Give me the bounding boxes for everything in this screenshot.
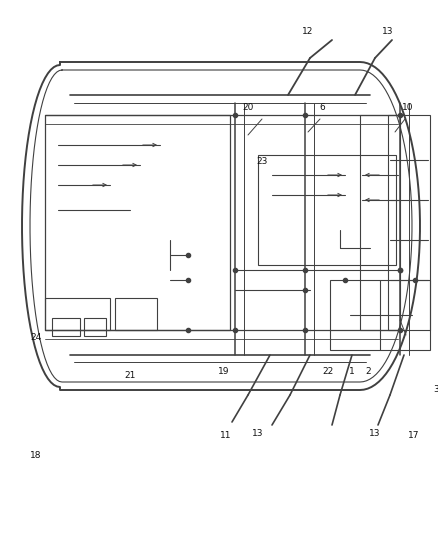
- Bar: [45, 115, 230, 330]
- Text: 6: 6: [319, 103, 325, 112]
- Text: 19: 19: [218, 367, 230, 376]
- Bar: [330, 280, 430, 350]
- Text: 17: 17: [408, 431, 420, 440]
- Bar: [388, 115, 430, 330]
- Bar: [52, 318, 80, 336]
- Text: 11: 11: [220, 431, 232, 440]
- Text: 22: 22: [322, 367, 334, 376]
- Text: 21: 21: [124, 370, 136, 379]
- Text: 23: 23: [256, 157, 268, 166]
- Text: 18: 18: [30, 450, 42, 459]
- Text: 3: 3: [433, 385, 438, 394]
- Text: 13: 13: [369, 429, 381, 438]
- Text: 1: 1: [349, 367, 355, 376]
- Text: 13: 13: [382, 28, 394, 36]
- Text: 13: 13: [252, 429, 264, 438]
- Bar: [45, 298, 110, 330]
- Text: 2: 2: [365, 367, 371, 376]
- Text: 24: 24: [30, 334, 42, 343]
- Bar: [360, 115, 400, 330]
- Text: 20: 20: [242, 103, 254, 112]
- Text: 10: 10: [402, 103, 414, 112]
- Bar: [258, 155, 396, 265]
- Bar: [84, 318, 106, 336]
- Text: 12: 12: [302, 28, 314, 36]
- Bar: [115, 298, 157, 330]
